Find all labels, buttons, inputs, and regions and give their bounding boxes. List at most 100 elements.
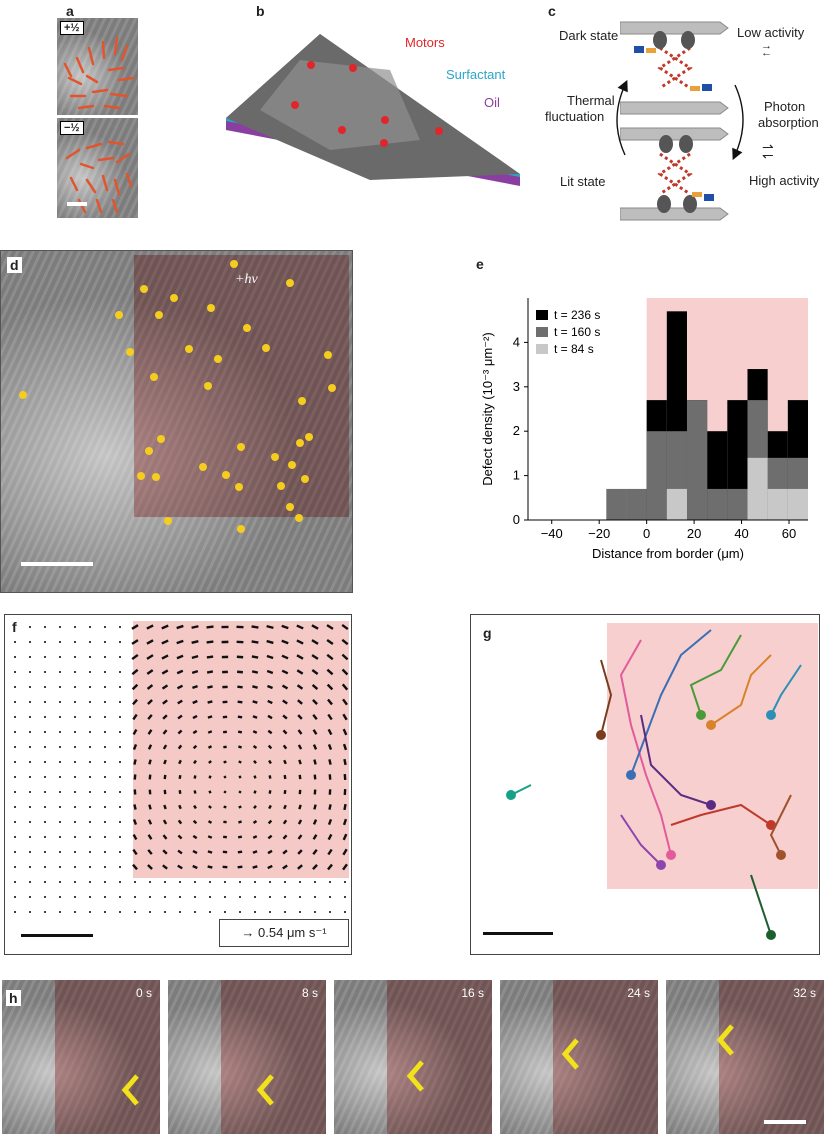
velocity-arrow xyxy=(191,625,199,629)
bar-1-2 xyxy=(646,431,667,520)
y-tick-label: 4 xyxy=(513,334,520,349)
velocity-arrow xyxy=(312,864,318,870)
velocity-arrow xyxy=(132,819,138,825)
velocity-arrow xyxy=(341,653,349,661)
velocity-arrows xyxy=(14,623,349,913)
velocity-arrow xyxy=(148,804,152,810)
velocity-arrow xyxy=(296,654,304,660)
y-tick-label: 1 xyxy=(513,468,520,483)
velocity-arrow xyxy=(313,804,317,810)
x-tick-label: 0 xyxy=(643,526,650,541)
velocity-arrow xyxy=(147,744,153,750)
panel-label-g: g xyxy=(483,625,492,641)
velocity-arrow xyxy=(177,819,183,825)
scale-legend: → 0.54 μm s⁻¹ xyxy=(219,919,349,947)
velocity-arrow xyxy=(131,653,139,661)
velocity-arrow xyxy=(296,639,304,645)
trajectory-endpoint xyxy=(506,790,516,800)
time-lapse-frame: 16 s xyxy=(334,980,492,1134)
illuminated-region xyxy=(133,621,349,878)
velocity-arrow xyxy=(206,625,214,629)
photon-label-1: Photon xyxy=(764,99,806,114)
velocity-arrow xyxy=(267,714,273,720)
velocity-arrow xyxy=(312,744,318,750)
velocity-arrow xyxy=(192,744,198,750)
high-activity-label: High activity xyxy=(749,173,820,188)
velocity-arrow xyxy=(176,654,184,660)
velocity-arrow xyxy=(162,819,168,825)
velocity-arrow xyxy=(207,730,213,734)
velocity-arrow xyxy=(133,759,137,765)
velocity-arrow xyxy=(177,699,183,705)
velocity-arrow xyxy=(266,639,274,645)
velocity-arrow xyxy=(252,745,258,749)
velocity-arrow xyxy=(132,744,138,750)
illuminated-region xyxy=(134,255,349,517)
director-field-plus xyxy=(63,36,135,110)
velocity-arrow xyxy=(132,833,138,841)
velocity-arrow xyxy=(312,699,318,705)
velocity-arrow xyxy=(311,684,319,690)
defect-markers xyxy=(19,260,336,566)
velocity-arrow xyxy=(298,759,302,765)
velocity-arrow xyxy=(326,653,334,661)
velocity-arrow xyxy=(176,624,184,630)
velocity-arrow xyxy=(133,804,137,810)
thermal-label-2: fluctuation xyxy=(545,109,605,124)
velocity-arrow xyxy=(327,833,333,841)
velocity-arrow xyxy=(163,804,167,810)
velocity-arrow xyxy=(237,715,243,719)
velocity-arrow xyxy=(282,714,288,720)
y-axis-label: Defect density (10⁻³ μm⁻²) xyxy=(480,332,495,485)
velocity-arrow xyxy=(192,684,198,690)
velocity-arrow xyxy=(343,758,347,766)
velocity-arrow xyxy=(177,744,183,750)
trajectory xyxy=(619,639,672,856)
high-activity-arrows: ⇀ ↽ xyxy=(762,139,774,164)
velocity-arrow xyxy=(327,863,333,871)
velocity-arrow xyxy=(253,790,257,794)
scale-arrow-icon: → xyxy=(241,925,255,940)
minus-half-label: −½ xyxy=(60,121,84,135)
defect-trajectories xyxy=(506,629,802,940)
oil-label: Oil xyxy=(484,95,500,110)
velocity-arrow xyxy=(237,865,243,869)
trajectory-endpoint xyxy=(766,930,776,940)
velocity-arrow xyxy=(312,714,318,720)
velocity-arrow xyxy=(237,730,243,734)
x-tick-label: 40 xyxy=(734,526,748,541)
velocity-arrow xyxy=(268,804,272,810)
illuminated-region xyxy=(387,980,492,1134)
velocity-arrow xyxy=(161,624,169,630)
frame-time-label: 24 s xyxy=(627,986,650,1000)
velocity-arrow xyxy=(146,624,154,630)
velocity-arrow xyxy=(252,730,258,734)
velocity-arrow xyxy=(327,848,333,856)
velocity-arrow xyxy=(268,759,272,765)
trajectory xyxy=(770,664,802,716)
thermal-label-1: Thermal xyxy=(567,93,615,108)
velocity-arrow xyxy=(193,775,197,779)
velocity-arrow xyxy=(267,744,273,750)
velocity-arrow xyxy=(281,639,289,645)
panel-label-f: f xyxy=(9,619,20,635)
trajectory xyxy=(689,634,742,716)
velocity-arrow xyxy=(342,743,348,751)
velocity-arrow xyxy=(281,624,289,630)
velocity-arrow xyxy=(192,729,198,735)
trajectory-endpoint xyxy=(596,730,606,740)
velocity-arrow xyxy=(131,639,139,645)
panel-label-b: b xyxy=(256,3,265,19)
velocity-arrow xyxy=(238,775,242,779)
y-tick-label: 0 xyxy=(513,512,520,527)
velocity-arrow xyxy=(252,700,258,704)
velocity-arrow xyxy=(341,623,349,631)
velocity-arrow xyxy=(268,775,272,779)
velocity-arrow xyxy=(237,850,243,854)
velocity-arrow xyxy=(146,669,154,675)
velocity-arrow xyxy=(252,715,258,719)
velocity-arrow xyxy=(237,670,243,674)
velocity-arrow xyxy=(208,760,212,764)
velocity-arrow xyxy=(296,669,304,675)
velocity-arrow xyxy=(146,639,154,645)
